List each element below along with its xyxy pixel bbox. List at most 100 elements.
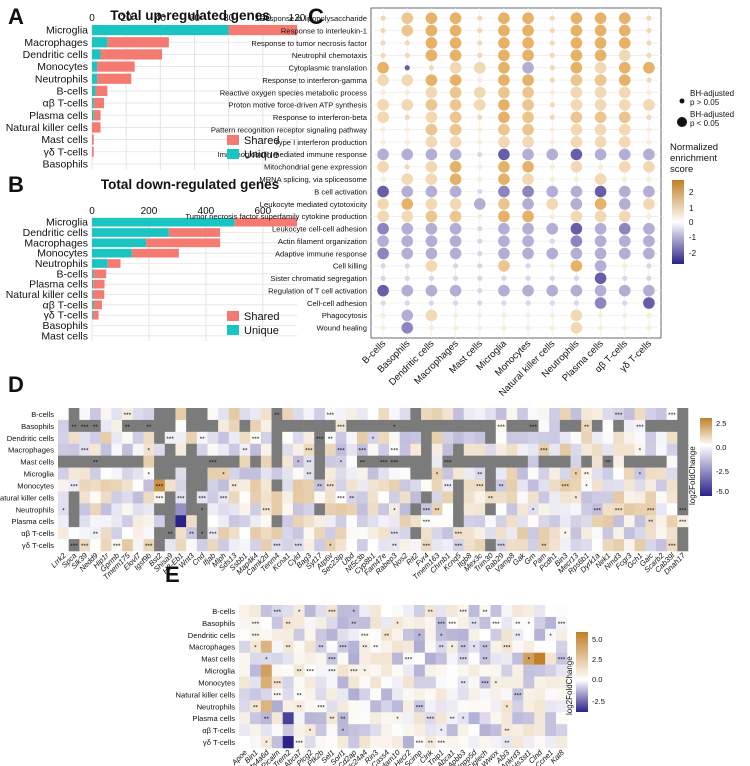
panelD-cell	[324, 455, 336, 468]
panelE-star: ***	[405, 657, 413, 664]
panel-c-dot	[594, 24, 607, 37]
panelD-cell	[228, 443, 240, 456]
panelE-cell	[392, 688, 404, 701]
panelD-cell	[282, 408, 294, 421]
panelE-cell	[534, 628, 546, 642]
panel-c-dot	[549, 300, 555, 306]
panelD-cell	[164, 539, 176, 552]
panelE-star: **	[297, 669, 303, 676]
panelD-cell	[591, 503, 603, 516]
panelE-cell	[545, 676, 557, 689]
panelD-cell	[154, 431, 166, 445]
legend-a-shared-label: Shared	[244, 135, 279, 147]
panelD-cell	[645, 467, 657, 480]
panelD-cell	[634, 467, 646, 480]
panelE-cell	[490, 652, 502, 665]
panelE-star: *	[298, 609, 301, 616]
panelD-cell	[90, 431, 102, 445]
panelD-star: ***	[70, 483, 78, 490]
panelD-cell	[623, 491, 635, 504]
panelD-cell	[58, 408, 69, 421]
panelD-cell	[570, 503, 582, 516]
panelD-cell	[175, 431, 187, 445]
panelE-cell	[260, 664, 273, 677]
panelD-cell	[474, 431, 486, 445]
panel-c-dot	[594, 222, 607, 235]
panel-c-dot	[522, 61, 534, 74]
panel-c-dot	[477, 188, 483, 195]
panelE-cell	[403, 628, 415, 642]
panelD-star: *	[62, 507, 65, 514]
panel-c-dot	[549, 238, 555, 244]
panelD-cell	[453, 479, 465, 492]
panelE-star: **	[472, 621, 478, 628]
panelD-cell	[410, 431, 422, 445]
panelA-category-label: αβ T-cells	[43, 98, 88, 110]
panelD-cell	[453, 491, 465, 504]
panelE-cell	[326, 688, 338, 701]
panelD-cell	[634, 539, 646, 552]
panelD-cell	[453, 503, 465, 516]
panelE-cell	[337, 628, 349, 642]
panelD-star: ***	[540, 448, 548, 455]
panelE-cell	[304, 700, 316, 713]
panelD-cell	[559, 527, 571, 540]
panel-c-pathway-label: Adaptive immune response	[275, 249, 367, 258]
panelD-star: ***	[177, 495, 185, 502]
panelE-cell	[424, 700, 437, 713]
panelD-cell	[591, 527, 603, 540]
panelD-cell	[378, 491, 390, 504]
panelD-cell	[367, 479, 379, 492]
panelE-cell	[413, 640, 426, 653]
panelD-cell	[613, 515, 625, 528]
panelD-cell	[58, 419, 69, 433]
panelD-cell	[271, 515, 283, 528]
panelD-cell	[559, 515, 571, 528]
panel-c-dot	[594, 12, 607, 24]
panelD-cell	[292, 503, 304, 516]
panelD-cell	[495, 443, 507, 456]
panelD-star: *	[393, 424, 396, 431]
panelD-cell	[570, 431, 582, 445]
panelD-cell	[164, 527, 176, 540]
panel-c-dot	[546, 222, 559, 235]
panelE-cell	[545, 736, 557, 749]
panelD-cell	[474, 491, 486, 504]
panelE-cell	[534, 724, 546, 737]
panelD-cell	[58, 515, 69, 528]
panelD-cell	[111, 491, 123, 504]
panelB-category-label: Plasma cells	[29, 279, 88, 291]
panelD-cell	[228, 515, 240, 528]
panelD-cell	[228, 491, 240, 504]
panel-c-pathway-label: B cell activation	[314, 187, 367, 196]
panelD-cell	[324, 491, 336, 504]
panelD-cell	[485, 408, 497, 421]
panelD-cell	[431, 491, 443, 504]
panelD-row-label: Mast cells	[20, 458, 54, 467]
panelD-cell	[474, 503, 486, 516]
panelE-cell	[501, 605, 513, 618]
panelE-cell	[534, 712, 546, 725]
panelD-cell	[666, 408, 678, 421]
panelE-cell	[403, 712, 415, 725]
panel-c-dot	[498, 24, 510, 37]
panelE-cell	[501, 616, 513, 630]
panel-c-dot	[401, 247, 414, 260]
panelE-cell	[512, 664, 524, 677]
legend-c-colorbar	[672, 180, 684, 264]
panelE-cell	[512, 676, 524, 689]
panelD-star: **	[349, 495, 355, 502]
panelE-cell	[413, 700, 426, 713]
panelD-cell	[324, 527, 336, 540]
panel-a-title: Total up-regulated genes	[110, 8, 270, 23]
panelE-cell	[512, 628, 524, 642]
panelD-star: **	[328, 436, 334, 443]
panelD-cell	[570, 527, 582, 540]
panelD-cell	[431, 527, 443, 540]
panelE-cell	[348, 724, 360, 737]
panel-c-dot	[522, 24, 534, 37]
panelD-cell	[421, 408, 433, 421]
panelE-cell	[337, 652, 349, 665]
panel-c-dot	[452, 300, 459, 306]
panelE-cell	[304, 664, 316, 677]
